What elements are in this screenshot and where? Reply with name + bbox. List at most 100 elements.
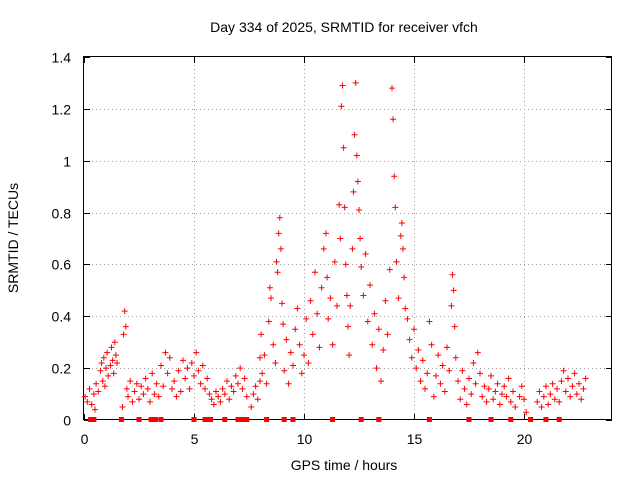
- data-point: [397, 232, 404, 239]
- data-point: [503, 393, 510, 400]
- data-point: [273, 258, 280, 265]
- data-point: [380, 346, 387, 353]
- data-point: [158, 362, 164, 369]
- data-point: [446, 367, 453, 374]
- data-point: [452, 354, 459, 361]
- data-point: [378, 378, 384, 385]
- data-point: [133, 380, 140, 387]
- data-point: [283, 336, 290, 343]
- y-axis-label: SRMTID / TECUs: [5, 183, 21, 293]
- data-point: [230, 388, 237, 395]
- data-point: [90, 391, 97, 398]
- data-point: [93, 380, 100, 387]
- data-point: [312, 269, 318, 276]
- data-point: [108, 344, 115, 351]
- data-point: [210, 401, 217, 408]
- data-point: [450, 287, 457, 294]
- data-point: [275, 230, 282, 237]
- data-point: [562, 388, 569, 395]
- data-point: [364, 318, 371, 325]
- data-point: [556, 398, 563, 405]
- data-point: [206, 391, 213, 398]
- data-point: [523, 409, 530, 416]
- data-point: [538, 404, 545, 411]
- data-point: [197, 380, 204, 387]
- data-point: [362, 251, 369, 258]
- data-point: [266, 284, 273, 291]
- data-point: [483, 398, 490, 405]
- data-point: [84, 398, 91, 405]
- data-point: [400, 245, 406, 252]
- data-point: [248, 404, 255, 411]
- data-point: [571, 370, 578, 377]
- data-point: [389, 85, 395, 92]
- x-tick-label: 20: [517, 431, 533, 447]
- data-point: [122, 323, 129, 330]
- zero-marker: [88, 417, 94, 422]
- data-point: [177, 388, 184, 395]
- zero-marker: [191, 417, 197, 422]
- data-point: [99, 378, 106, 385]
- data-point: [142, 375, 149, 382]
- zero-marker: [158, 417, 164, 422]
- data-point: [191, 372, 197, 379]
- data-point: [549, 380, 556, 387]
- data-point: [449, 271, 456, 278]
- data-point: [320, 245, 327, 252]
- data-point: [215, 393, 222, 400]
- data-point: [444, 344, 450, 351]
- y-tick-labels: 0 0.2 0.4 0.6 0.8 1 1.2 1.4: [52, 50, 72, 429]
- zero-marker: [376, 417, 382, 422]
- data-point: [182, 375, 189, 382]
- data-point: [162, 349, 169, 356]
- data-point: [279, 300, 285, 307]
- zero-markers: [88, 417, 562, 422]
- data-point: [258, 331, 265, 338]
- data-point: [221, 391, 228, 398]
- data-point: [435, 352, 442, 359]
- data-point: [439, 362, 446, 369]
- data-point: [558, 378, 565, 385]
- data-point: [219, 385, 226, 392]
- zero-marker: [466, 417, 472, 422]
- data-point: [437, 380, 444, 387]
- x-tick-labels: 0 5 10 15 20: [81, 431, 533, 447]
- data-point: [226, 396, 233, 403]
- data-point: [272, 359, 279, 366]
- data-point: [125, 393, 131, 400]
- zero-marker: [290, 417, 296, 422]
- data-point: [413, 365, 420, 372]
- data-point: [252, 383, 259, 390]
- data-point: [138, 383, 145, 390]
- gridlines: [84, 57, 612, 420]
- data-point: [208, 396, 215, 403]
- data-point: [340, 144, 347, 151]
- zero-marker: [118, 417, 124, 422]
- data-point: [324, 274, 331, 281]
- data-point: [188, 359, 195, 366]
- zero-marker: [239, 417, 245, 422]
- data-point: [193, 349, 200, 356]
- y-tick-label: 1.4: [52, 50, 72, 66]
- data-point: [173, 393, 180, 400]
- data-point: [195, 367, 202, 374]
- data-point: [466, 375, 472, 382]
- data-point: [375, 326, 382, 333]
- data-point: [241, 375, 248, 382]
- data-point: [101, 383, 108, 390]
- zero-marker: [244, 417, 250, 422]
- data-point: [257, 378, 263, 385]
- data-point: [395, 295, 402, 302]
- data-point: [339, 82, 346, 89]
- data-point: [580, 385, 587, 392]
- data-point: [402, 305, 409, 312]
- data-point: [408, 354, 415, 361]
- zero-marker: [235, 417, 241, 422]
- data-point: [567, 393, 574, 400]
- data-point: [119, 404, 126, 411]
- data-point: [356, 206, 362, 213]
- data-point: [547, 391, 554, 398]
- zero-marker: [281, 417, 287, 422]
- data-point: [327, 295, 334, 302]
